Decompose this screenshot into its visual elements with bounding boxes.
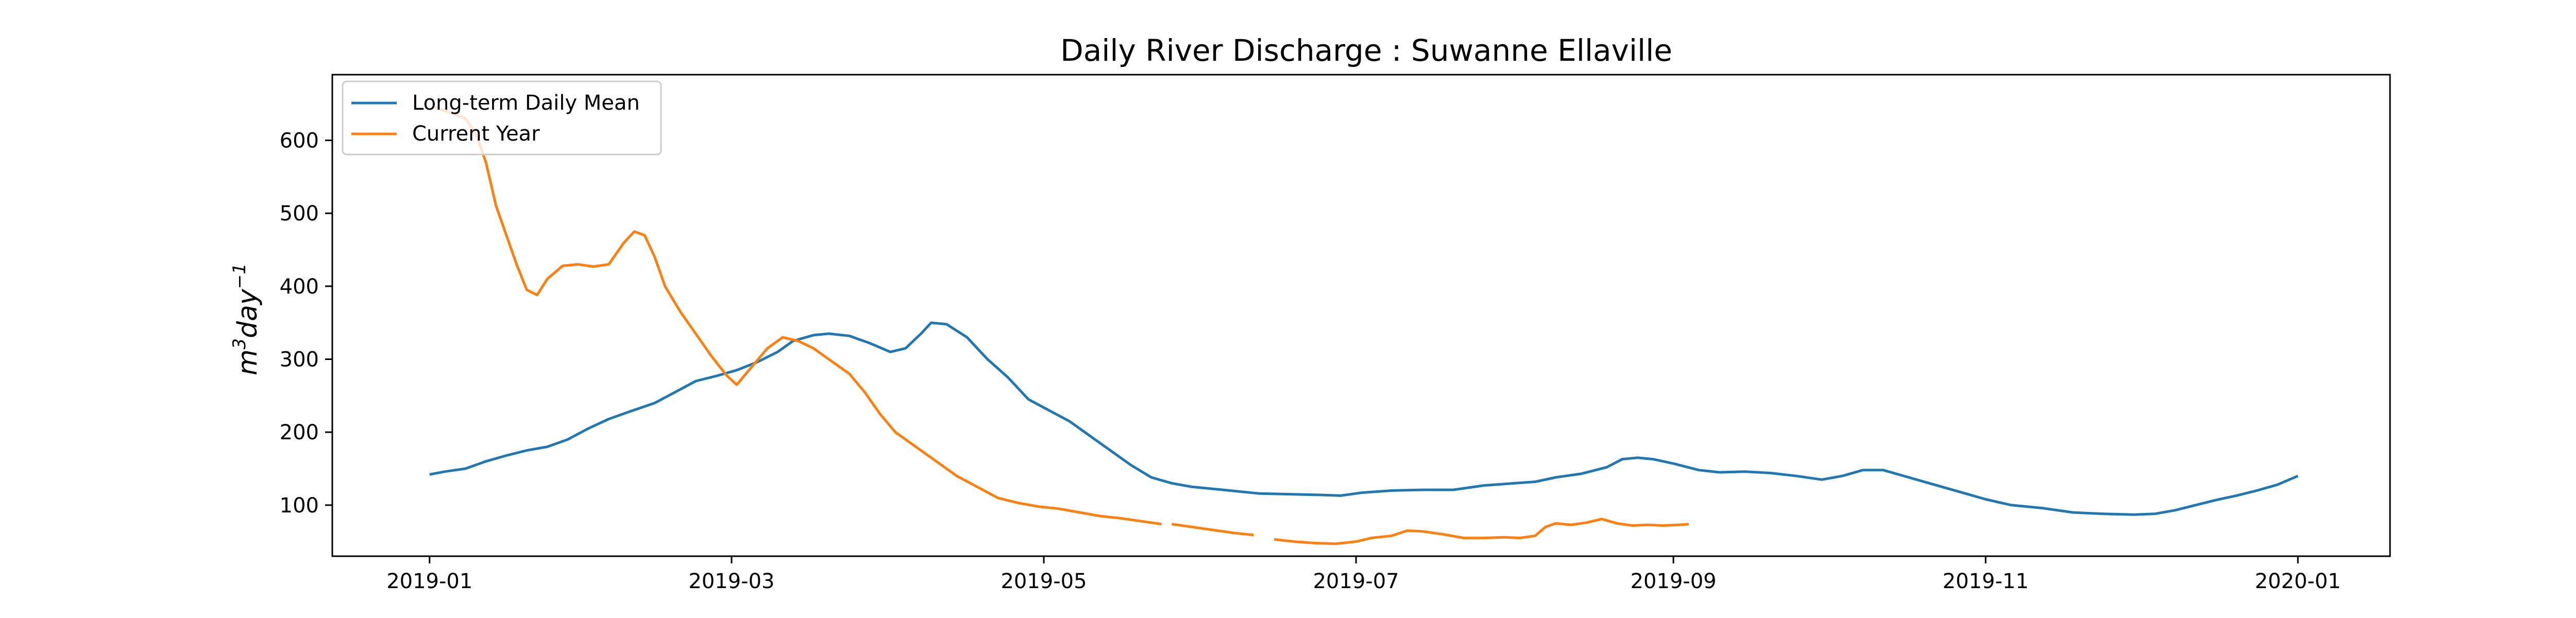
series-line-1-segment-0 — [434, 106, 1162, 526]
x-tick-label-5: 2019-11 — [1943, 570, 2029, 593]
y-tick-label-2: 300 — [280, 348, 319, 372]
axis-ticks: 2019-01 2019-03 2019-05 2019-07 2019-09 2019-… — [280, 129, 2341, 594]
chart-title: Daily River Discharge : Suwanne Ellavill… — [1060, 33, 1672, 68]
legend-label-current-year: Current Year — [412, 122, 540, 146]
y-axis-label: m3day−1 — [229, 263, 263, 375]
plot-lines — [429, 106, 2299, 545]
plot-frame — [331, 74, 2391, 557]
y-tick-label-3: 400 — [280, 275, 319, 299]
y-axis-label-base: m — [232, 349, 263, 375]
legend: Long-term Daily Mean Current Year — [342, 80, 662, 156]
series-line-0-segment-0 — [429, 321, 2299, 516]
legend-label-long-term-mean: Long-term Daily Mean — [412, 91, 640, 115]
series-line-1-segment-1 — [1172, 523, 1254, 537]
y-axis-label-sup1: 3 — [229, 338, 250, 350]
y-tick-label-4: 500 — [280, 202, 319, 226]
x-tick-label-3: 2019-07 — [1313, 570, 1399, 593]
y-tick-label-5: 600 — [280, 129, 319, 153]
x-tick-label-6: 2020-01 — [2255, 570, 2341, 593]
y-tick-label-0: 100 — [280, 494, 319, 518]
y-axis-label-sup2: −1 — [229, 263, 250, 289]
x-tick-label-2: 2019-05 — [1001, 570, 1087, 593]
y-axis-label-mid: day — [232, 288, 263, 338]
series-line-1-segment-2 — [1274, 518, 1689, 545]
x-tick-label-4: 2019-09 — [1630, 570, 1716, 593]
x-tick-label-1: 2019-03 — [688, 570, 774, 593]
y-tick-label-1: 200 — [280, 421, 319, 444]
x-tick-label-0: 2019-01 — [386, 570, 472, 593]
legend-box — [342, 80, 662, 156]
